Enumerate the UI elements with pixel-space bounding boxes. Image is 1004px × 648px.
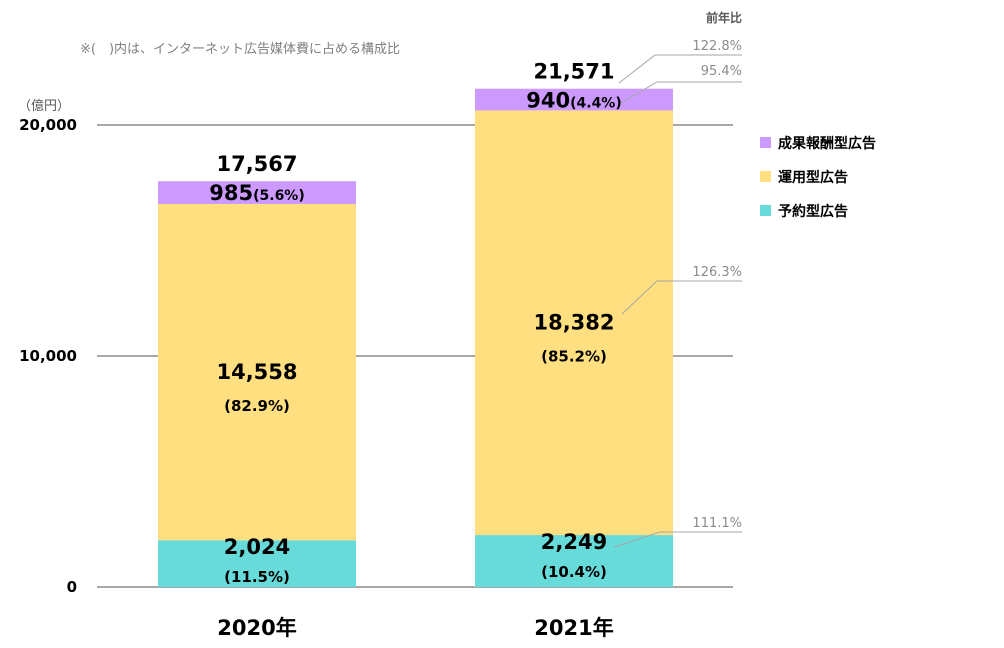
y-tick-label: 20,000 bbox=[19, 116, 77, 134]
yoy-label: 95.4% bbox=[701, 64, 742, 79]
bars bbox=[158, 88, 673, 587]
y-tick-label: 0 bbox=[67, 578, 77, 596]
yoy-leader-line bbox=[618, 54, 742, 84]
x-tick-label: 2021年 bbox=[534, 616, 613, 640]
bar-segment bbox=[158, 540, 356, 587]
segment-value-label: 985(5.6%) bbox=[209, 181, 304, 205]
chart-note: ※( )内は、インターネット広告媒体費に占める構成比 bbox=[80, 41, 400, 57]
segment-value-label: 2,024 bbox=[224, 535, 290, 559]
legend-label: 成果報酬型広告 bbox=[778, 135, 876, 152]
legend-swatch bbox=[760, 137, 771, 148]
segment-share-label: (85.2%) bbox=[541, 348, 607, 366]
legend-label: 運用型広告 bbox=[778, 169, 848, 186]
yoy-header: 前年比 bbox=[706, 10, 742, 25]
segment-value-label: 940(4.4%) bbox=[526, 89, 621, 113]
legend-label: 予約型広告 bbox=[778, 203, 848, 220]
yoy-leader-line bbox=[621, 280, 742, 315]
total-label: 21,571 bbox=[533, 60, 614, 84]
bar-segment bbox=[475, 535, 673, 587]
bar-segment bbox=[158, 181, 356, 204]
yoy-label: 126.3% bbox=[692, 265, 742, 280]
yoy-leader-line bbox=[620, 81, 742, 104]
bar-segment bbox=[475, 110, 673, 536]
x-tick-label: 2020年 bbox=[217, 616, 296, 640]
segment-value-label: 14,558 bbox=[216, 360, 297, 384]
segment-share-label: (10.4%) bbox=[541, 563, 607, 581]
yoy-label: 111.1% bbox=[692, 516, 742, 531]
bar-segment bbox=[158, 203, 356, 541]
segment-share-label: (11.5%) bbox=[224, 568, 290, 586]
data-labels: 2020年 2021年 2,024 (11.5%) 14,558 (82.9%) 985(5… bbox=[209, 60, 621, 640]
yoy-annotations: 122.8% 95.4% 126.3% 111.1% bbox=[613, 39, 742, 548]
yoy-label: 122.8% bbox=[692, 39, 742, 54]
segment-value-label: 18,382 bbox=[533, 311, 614, 335]
yoy-leader-line bbox=[613, 531, 742, 548]
y-tick-label: 10,000 bbox=[19, 347, 77, 365]
legend-swatch bbox=[760, 205, 771, 216]
legend-swatch bbox=[760, 171, 771, 182]
bar-segment bbox=[475, 88, 673, 111]
y-axis-unit-label: （億円） bbox=[18, 98, 70, 114]
total-label: 17,567 bbox=[216, 152, 297, 176]
segment-value-label: 2,249 bbox=[541, 530, 607, 554]
segment-share-label: (82.9%) bbox=[224, 397, 290, 415]
